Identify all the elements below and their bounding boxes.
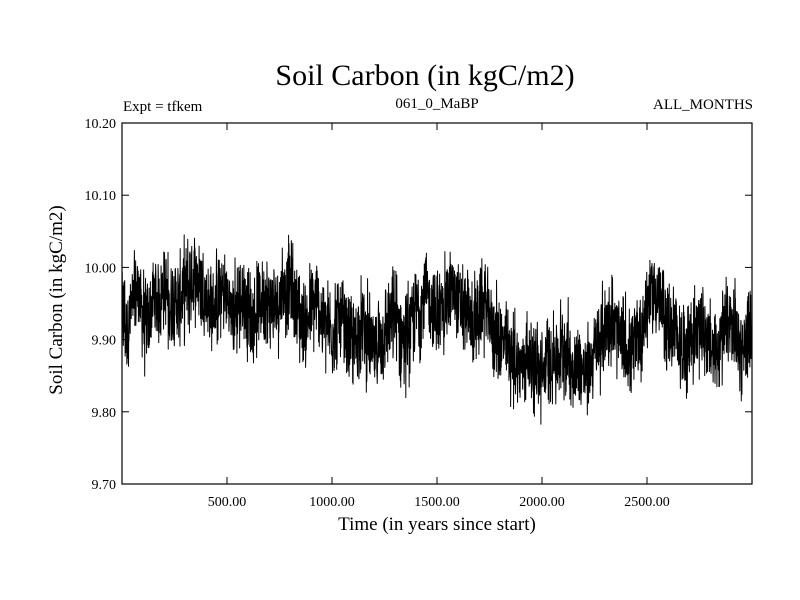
x-tick-label: 500.00 <box>208 495 247 510</box>
months-label: ALL_MONTHS <box>653 97 753 113</box>
experiment-label: Expt = tfkem <box>123 99 203 115</box>
tick-group: 500.00 1000.00 1500.00 2000.00 2500.00 9.70 9.… <box>85 117 752 510</box>
y-axis-label: Soil Carbon (in kgC/m2) <box>46 205 67 394</box>
run-label: 061_0_MaBP <box>395 96 478 112</box>
y-tick-label: 10.20 <box>85 117 117 132</box>
y-tick-label: 10.00 <box>85 261 117 276</box>
y-tick-label: 10.10 <box>85 189 117 204</box>
series-line-group <box>121 234 753 425</box>
x-tick-label: 2500.00 <box>624 495 670 510</box>
x-tick-label: 2000.00 <box>519 495 565 510</box>
series-line <box>121 234 753 425</box>
y-tick-label: 9.70 <box>92 478 117 493</box>
x-tick-label: 1500.00 <box>414 495 460 510</box>
y-tick-label: 9.80 <box>92 406 117 421</box>
x-tick-label: 1000.00 <box>309 495 355 510</box>
x-axis-label: Time (in years since start) <box>338 514 536 535</box>
chart-title: Soil Carbon (in kgC/m2) <box>275 59 574 92</box>
y-tick-label: 9.90 <box>92 334 117 349</box>
